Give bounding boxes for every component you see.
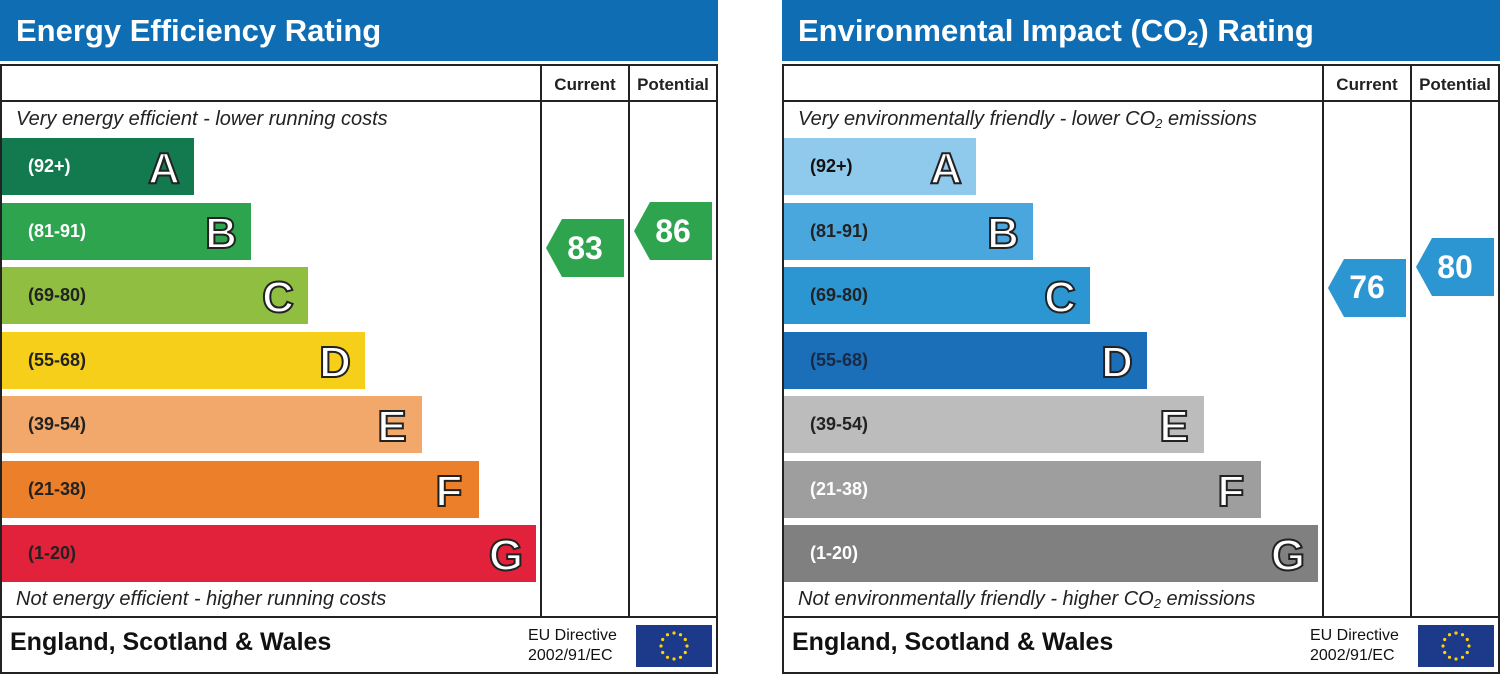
band-letter: E <box>1158 401 1189 449</box>
band-range-label: (55-68) <box>28 349 87 370</box>
eu-directive-line1: EU Directive <box>528 627 617 644</box>
environmental-impact-frame: Current Potential Very environmentally f… <box>782 64 1500 674</box>
band-letter: B <box>986 208 1020 256</box>
band-letter: C <box>261 272 295 320</box>
header-divider <box>2 100 716 102</box>
current-column-divider <box>540 66 542 618</box>
energy-efficiency-panel: Energy Efficiency Rating Current Potenti… <box>0 0 720 675</box>
band-range-label: (81-91) <box>810 220 869 241</box>
band-letter: E <box>376 401 407 449</box>
band-letter: A <box>929 143 963 191</box>
footer-divider <box>2 616 716 618</box>
current-column-divider <box>1322 66 1324 618</box>
potential-column-divider <box>628 66 630 618</box>
rating-band-d: (55-68) D <box>784 331 1147 389</box>
eu-directive-text: EU Directive 2002/91/EC <box>1310 626 1399 666</box>
band-letter: F <box>435 466 464 514</box>
rating-band-e: (39-54) E <box>2 396 422 453</box>
energy-efficiency-frame: Current Potential Very energy efficient … <box>0 64 718 674</box>
current-rating-badge: 83 <box>546 219 624 278</box>
svg-text:A: A <box>930 144 962 191</box>
svg-text:B: B <box>205 209 237 256</box>
band-letter: G <box>1270 530 1306 578</box>
eu-directive-line2: 2002/91/EC <box>528 647 613 664</box>
potential-rating-value: 86 <box>655 212 691 249</box>
top-caption: Very energy efficient - lower running co… <box>16 108 388 130</box>
band-letter: B <box>204 208 238 256</box>
band-range-label: (55-68) <box>810 349 869 370</box>
svg-text:C: C <box>1044 273 1076 320</box>
rating-band-g: (1-20) G <box>2 525 536 582</box>
footer-country: England, Scotland & Wales <box>792 628 1114 656</box>
top-caption: Very environmentally friendly - lower CO… <box>798 108 1257 131</box>
rating-band-a: (92+) A <box>784 138 976 195</box>
environmental-impact-panel: Environmental Impact (CO2) Rating Curren… <box>782 0 1501 675</box>
eu-flag-icon <box>636 625 712 667</box>
bottom-caption: Not environmentally friendly - higher CO… <box>798 588 1256 611</box>
band-letter: A <box>147 143 181 191</box>
header-divider <box>784 100 1498 102</box>
rating-band-b: (81-91) B <box>784 202 1033 260</box>
rating-band-c: (69-80) C <box>2 267 308 324</box>
potential-rating-value: 80 <box>1437 248 1473 285</box>
rating-band-d: (55-68) D <box>2 331 365 389</box>
eu-directive-text: EU Directive 2002/91/EC <box>528 626 617 666</box>
potential-rating-badge: 86 <box>634 202 712 260</box>
band-range-label: (21-38) <box>810 478 869 499</box>
svg-text:F: F <box>1218 467 1245 514</box>
footer-divider <box>784 616 1498 618</box>
rating-band-e: (39-54) E <box>784 396 1204 453</box>
band-range-label: (69-80) <box>810 285 869 305</box>
band-range-label: (21-38) <box>28 478 87 499</box>
eu-directive-line1: EU Directive <box>1310 627 1399 644</box>
current-rating-badge: 76 <box>1328 258 1406 317</box>
potential-column-divider <box>1410 66 1412 618</box>
svg-text:G: G <box>489 531 523 578</box>
band-range-label: (81-91) <box>28 220 87 241</box>
band-range-label: (39-54) <box>810 414 869 434</box>
svg-text:D: D <box>319 338 351 385</box>
footer-country: England, Scotland & Wales <box>10 628 332 656</box>
energy-efficiency-title: Energy Efficiency Rating <box>0 0 718 61</box>
band-range-label: (1-20) <box>810 543 859 563</box>
environmental-impact-title: Environmental Impact (CO2) Rating <box>782 0 1500 61</box>
current-rating-value: 76 <box>1349 269 1385 306</box>
svg-text:B: B <box>987 209 1019 256</box>
svg-text:A: A <box>148 144 180 191</box>
band-letter: C <box>1043 272 1077 320</box>
eu-flag-icon <box>1418 625 1494 667</box>
band-range-label: (39-54) <box>28 414 87 434</box>
svg-text:F: F <box>436 467 463 514</box>
band-letter: D <box>1100 337 1134 385</box>
current-column-header: Current <box>554 75 616 94</box>
band-range-label: (92+) <box>810 156 853 176</box>
band-range-label: (69-80) <box>28 285 87 305</box>
bottom-caption: Not energy efficient - higher running co… <box>16 588 387 610</box>
svg-text:C: C <box>262 273 294 320</box>
rating-band-a: (92+) A <box>2 138 194 195</box>
current-column-header: Current <box>1336 75 1398 94</box>
potential-rating-badge: 80 <box>1416 238 1494 296</box>
potential-column-header: Potential <box>1419 75 1491 94</box>
rating-band-g: (1-20) G <box>784 525 1318 582</box>
eu-directive-line2: 2002/91/EC <box>1310 647 1395 664</box>
svg-text:E: E <box>1159 402 1188 449</box>
band-letter: G <box>488 530 524 578</box>
band-range-label: (1-20) <box>28 543 77 563</box>
svg-text:D: D <box>1101 338 1133 385</box>
svg-text:E: E <box>377 402 406 449</box>
rating-band-c: (69-80) C <box>784 267 1090 324</box>
rating-band-f: (21-38) F <box>784 460 1261 518</box>
current-rating-value: 83 <box>567 229 603 266</box>
band-range-label: (92+) <box>28 156 71 176</box>
rating-band-b: (81-91) B <box>2 202 251 260</box>
potential-column-header: Potential <box>637 75 709 94</box>
band-letter: F <box>1217 466 1246 514</box>
rating-band-f: (21-38) F <box>2 460 479 518</box>
svg-text:G: G <box>1271 531 1305 578</box>
band-letter: D <box>318 337 352 385</box>
